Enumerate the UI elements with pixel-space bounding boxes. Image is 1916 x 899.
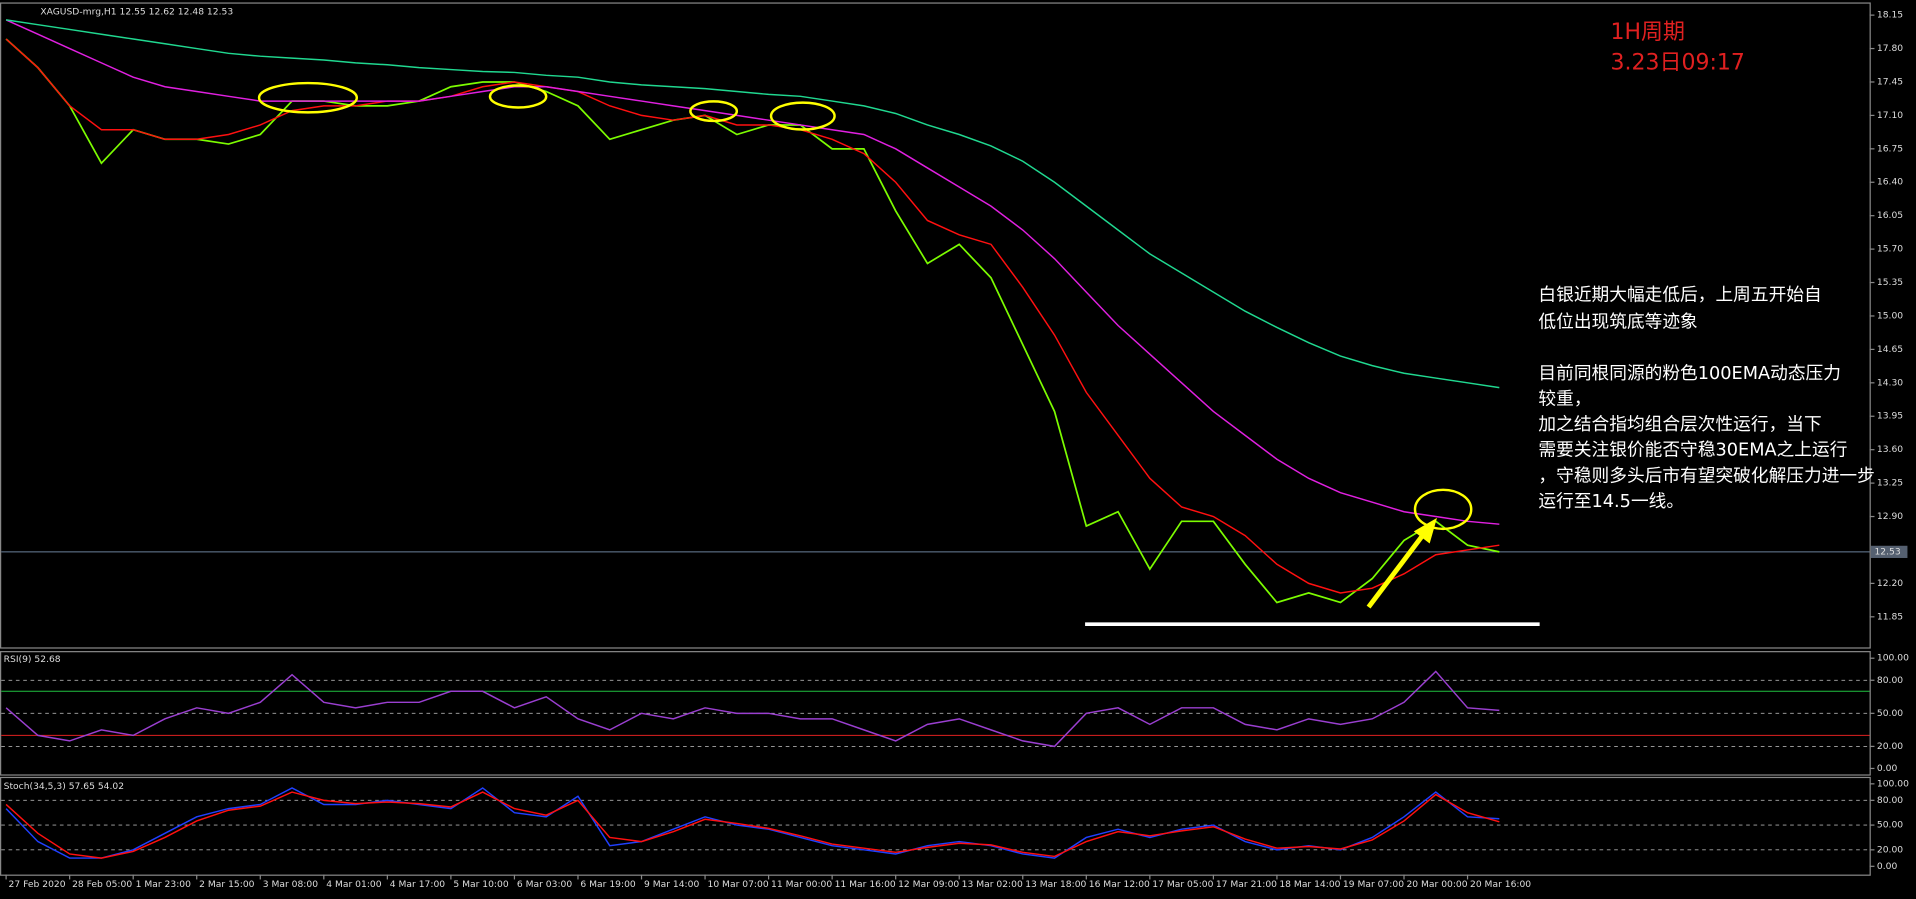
annotation: 需要关注银价能否守稳30EMA之上运行 bbox=[1538, 440, 1847, 461]
y-tick-label: 12.20 bbox=[1877, 578, 1903, 589]
current-price-box bbox=[1870, 545, 1908, 558]
x-tick-label: 17 Mar 21:00 bbox=[1216, 879, 1277, 890]
x-tick-label: 20 Mar 00:00 bbox=[1406, 879, 1467, 890]
y-tick-label: 16.75 bbox=[1877, 143, 1903, 154]
highlight-circle bbox=[488, 84, 548, 109]
x-tick-label: 1 Mar 23:00 bbox=[136, 879, 191, 890]
series-line bbox=[5, 791, 1500, 859]
y-tick-label: 13.95 bbox=[1877, 411, 1903, 422]
highlight-circle bbox=[1413, 488, 1473, 531]
x-tick-label: 4 Mar 17:00 bbox=[390, 879, 445, 890]
y-tick-label: 20.00 bbox=[1877, 741, 1903, 752]
x-tick-label: 6 Mar 03:00 bbox=[517, 879, 572, 890]
y-tick-label: 13.60 bbox=[1877, 444, 1903, 455]
highlight-circle bbox=[769, 101, 836, 131]
y-tick-label: 11.85 bbox=[1877, 611, 1903, 622]
x-tick-label: 11 Mar 00:00 bbox=[771, 879, 832, 890]
y-tick-label: 16.40 bbox=[1877, 177, 1903, 188]
x-tick-label: 13 Mar 18:00 bbox=[1025, 879, 1086, 890]
annotation: 较重， bbox=[1538, 388, 1591, 409]
x-tick-label: 20 Mar 16:00 bbox=[1470, 879, 1531, 890]
x-tick-label: 16 Mar 12:00 bbox=[1089, 879, 1150, 890]
x-tick-label: 12 Mar 09:00 bbox=[898, 879, 959, 890]
series-line bbox=[5, 787, 1500, 859]
stoch-panel bbox=[0, 776, 1871, 876]
y-tick-label: 17.80 bbox=[1877, 43, 1903, 54]
trend-arrow-head bbox=[1413, 517, 1437, 544]
y-tick-label: 18.15 bbox=[1877, 10, 1903, 21]
x-tick-label: 10 Mar 07:00 bbox=[708, 879, 769, 890]
x-tick-label: 5 Mar 10:00 bbox=[453, 879, 508, 890]
y-tick-label: 100.00 bbox=[1877, 778, 1909, 789]
y-tick-label: 80.00 bbox=[1877, 795, 1903, 806]
current-price-label: 12.53 bbox=[1874, 546, 1900, 557]
x-tick-label: 13 Mar 02:00 bbox=[962, 879, 1023, 890]
y-tick-label: 17.45 bbox=[1877, 76, 1903, 87]
series-line bbox=[5, 19, 1500, 525]
x-tick-label: 28 Feb 05:00 bbox=[72, 879, 132, 890]
rsi-title: RSI(9) 52.68 bbox=[4, 654, 61, 665]
y-tick-label: 50.00 bbox=[1877, 820, 1903, 831]
chart-title: XAGUSD-mrg,H1 12.55 12.62 12.48 12.53 bbox=[40, 7, 233, 18]
x-tick-label: 17 Mar 05:00 bbox=[1152, 879, 1213, 890]
y-tick-label: 14.65 bbox=[1877, 344, 1903, 355]
series-line bbox=[5, 38, 1500, 594]
highlight-circle bbox=[257, 81, 359, 114]
series-line bbox=[5, 670, 1500, 748]
main-panel bbox=[0, 2, 1871, 649]
y-tick-label: 15.35 bbox=[1877, 277, 1903, 288]
annotation: 加之结合指均组合层次性运行，当下 bbox=[1538, 414, 1821, 435]
annotation: 运行至14.5一线。 bbox=[1538, 491, 1684, 512]
series-line bbox=[6, 19, 1500, 389]
x-tick-label: 4 Mar 01:00 bbox=[326, 879, 381, 890]
y-tick-label: 15.00 bbox=[1877, 310, 1903, 321]
y-tick-label: 12.90 bbox=[1877, 511, 1903, 522]
annotation: 3.23日09:17 bbox=[1611, 51, 1745, 76]
annotation: 低位出现筑底等迹象 bbox=[1538, 311, 1697, 332]
x-tick-label: 27 Feb 2020 bbox=[9, 879, 66, 890]
y-tick-label: 14.30 bbox=[1877, 377, 1903, 388]
y-tick-label: 50.00 bbox=[1877, 708, 1903, 719]
x-tick-label: 2 Mar 15:00 bbox=[199, 879, 254, 890]
annotation: 目前同根同源的粉色100EMA动态压力 bbox=[1538, 363, 1841, 384]
y-tick-label: 13.25 bbox=[1877, 478, 1903, 489]
y-tick-label: 80.00 bbox=[1877, 675, 1903, 686]
y-tick-label: 0.00 bbox=[1877, 861, 1898, 872]
x-tick-label: 11 Mar 16:00 bbox=[835, 879, 896, 890]
y-tick-label: 20.00 bbox=[1877, 844, 1903, 855]
x-tick-label: 6 Mar 19:00 bbox=[580, 879, 635, 890]
x-tick-label: 18 Mar 14:00 bbox=[1279, 879, 1340, 890]
y-tick-label: 15.70 bbox=[1877, 244, 1903, 255]
y-tick-label: 17.10 bbox=[1877, 110, 1903, 121]
x-tick-label: 3 Mar 08:00 bbox=[263, 879, 318, 890]
trend-arrow bbox=[1366, 531, 1427, 609]
y-tick-label: 16.05 bbox=[1877, 210, 1903, 221]
annotation: 白银近期大幅走低后，上周五开始自 bbox=[1538, 285, 1821, 306]
x-tick-label: 9 Mar 14:00 bbox=[644, 879, 699, 890]
annotation: 1H周期 bbox=[1611, 20, 1686, 45]
highlight-circle bbox=[689, 100, 739, 123]
annotation: ，守稳则多头后市有望突破化解压力进一步 bbox=[1538, 465, 1874, 486]
series-line bbox=[5, 38, 1500, 604]
y-tick-label: 100.00 bbox=[1877, 653, 1909, 664]
x-tick-label: 19 Mar 07:00 bbox=[1343, 879, 1404, 890]
y-tick-label: 0.00 bbox=[1877, 763, 1898, 774]
stoch-title: Stoch(34,5,3) 57.65 54.02 bbox=[4, 781, 124, 792]
